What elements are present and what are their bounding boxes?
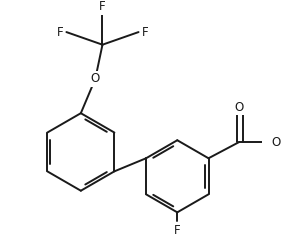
- Text: F: F: [141, 25, 148, 39]
- Text: O: O: [272, 136, 281, 149]
- Text: O: O: [91, 72, 100, 85]
- Text: F: F: [57, 25, 63, 39]
- Text: F: F: [174, 224, 181, 237]
- Text: O: O: [235, 101, 244, 114]
- Text: F: F: [99, 0, 106, 13]
